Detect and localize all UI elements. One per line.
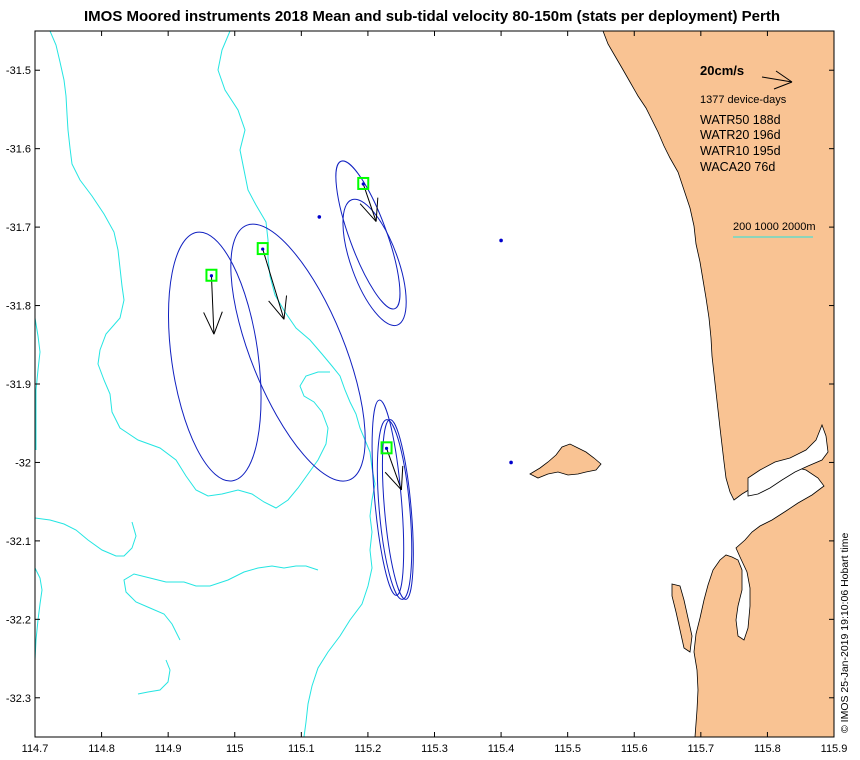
x-tick-label-3: 115 <box>226 743 244 755</box>
legend-entry-3: WATR10 195d <box>700 144 781 158</box>
y-tick-label-0: -31.5 <box>6 65 31 77</box>
garden-island <box>671 583 693 653</box>
velocity-arrow-head-3-1 <box>400 465 404 490</box>
x-tick-label-10: 115.7 <box>687 743 714 755</box>
velocity-arrow-head-0-1 <box>213 311 223 335</box>
station-point-2 <box>509 460 513 465</box>
scale-label: 20cm/s <box>700 63 744 78</box>
y-tick-label-5: -32 <box>15 457 31 469</box>
contour-2000m-c <box>123 565 319 641</box>
copyright-timestamp: © IMOS 25-Jan-2019 19:10:06 Hobart time <box>839 532 851 733</box>
swan-river-estuary <box>747 423 829 497</box>
x-tick-label-4: 115.1 <box>288 743 315 755</box>
mooring-point-3 <box>384 446 389 450</box>
x-tick-label-0: 114.7 <box>22 743 49 755</box>
station-point-1 <box>499 238 503 243</box>
variance-ellipse-3-1 <box>376 419 413 600</box>
velocity-arrow-3 <box>386 448 402 491</box>
scale-arrow-shaft <box>761 76 793 83</box>
variance-ellipse-3-0 <box>371 399 405 596</box>
velocity-arrow-head-2-0 <box>359 203 377 222</box>
x-tick-label-11: 115.8 <box>754 743 781 755</box>
contour-2000m <box>35 317 41 450</box>
legend: 20cm/s 1377 device-days WATR50 188d WATR… <box>700 63 816 233</box>
contour-legend-label: 200 1000 2000m <box>733 221 816 233</box>
legend-entry-1: WATR50 188d <box>700 113 781 127</box>
x-tick-label-9: 115.6 <box>621 743 648 755</box>
y-tick-label-4: -31.9 <box>6 379 31 391</box>
contour-1000m-b <box>35 517 137 557</box>
y-tick-label-3: -31.8 <box>6 301 31 313</box>
y-tick-label-1: -31.6 <box>6 144 31 156</box>
mooring-marker-1 <box>256 242 269 256</box>
variance-ellipse-2-0 <box>335 160 401 310</box>
variance-ellipse-2-1 <box>342 198 407 327</box>
y-tick-label-8: -32.3 <box>6 693 31 705</box>
legend-entry-2: WATR20 196d <box>700 128 781 142</box>
velocity-arrow-0 <box>210 275 215 335</box>
mooring-point-2 <box>361 182 365 186</box>
velocity-arrow-head-1-0 <box>268 300 285 320</box>
velocity-arrow-head-1-1 <box>283 295 288 320</box>
contour-1000m <box>49 31 330 509</box>
x-tick-label-8: 115.5 <box>554 743 581 755</box>
x-tick-label-7: 115.4 <box>488 743 515 755</box>
variance-ellipse-0-0 <box>167 231 262 482</box>
x-tick-label-5: 115.2 <box>355 743 382 755</box>
x-tick-label-2: 114.9 <box>155 743 182 755</box>
velocity-arrow-head-3-0 <box>384 471 402 491</box>
x-tick-label-12: 115.9 <box>821 743 848 755</box>
rottnest-island <box>529 443 602 479</box>
chart-title: IMOS Moored instruments 2018 Mean and su… <box>84 8 780 25</box>
scale-arrow-head-a <box>775 70 793 83</box>
velocity-arrow-2 <box>362 183 377 222</box>
contour-2000m-d <box>137 659 171 695</box>
x-tick-label-6: 115.3 <box>421 743 448 755</box>
station-point-0 <box>317 215 322 219</box>
mooring-marker-2 <box>357 176 370 190</box>
contour-200m <box>217 31 376 737</box>
velocity-arrow-head-0-0 <box>203 312 215 335</box>
variance-ellipse-1-0 <box>230 223 366 482</box>
mooring-marker-0 <box>205 268 218 282</box>
mooring-point-0 <box>209 274 214 278</box>
device-days-label: 1377 device-days <box>700 94 787 106</box>
variance-ellipse-3-2 <box>381 419 414 600</box>
mooring-marker-3 <box>380 441 393 455</box>
y-tick-label-7: -32.2 <box>6 614 31 626</box>
legend-entry-4: WACA20 76d <box>700 160 775 174</box>
mooring-point-1 <box>261 247 265 251</box>
bathymetry-contours <box>35 31 813 737</box>
scale-arrow-head-b <box>773 81 793 90</box>
x-tick-label-1: 114.8 <box>88 743 115 755</box>
contour-2000m-b <box>35 567 43 661</box>
mainland-coast <box>602 31 834 737</box>
y-tick-label-2: -31.7 <box>6 222 31 234</box>
velocity-arrow-1 <box>262 248 285 320</box>
velocity-arrow-head-2-1 <box>375 197 379 222</box>
y-tick-label-6: -32.1 <box>6 536 31 548</box>
